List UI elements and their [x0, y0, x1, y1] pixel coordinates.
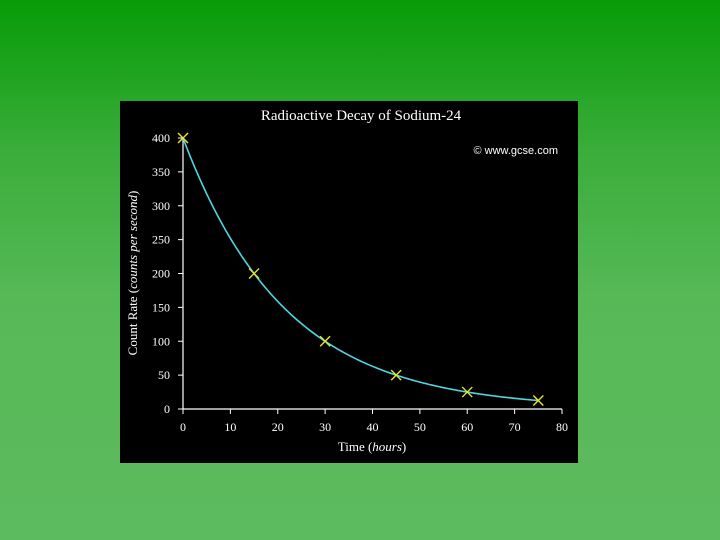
y-axis-label-end: )	[125, 191, 140, 195]
chart-title: Radioactive Decay of Sodium-24	[261, 108, 462, 124]
credit-text: © www.gcse.com	[473, 145, 558, 157]
x-tick-label: 60	[461, 420, 473, 434]
x-axis-label-end: )	[402, 439, 406, 454]
marker-stroke	[319, 335, 331, 347]
x-tick-label: 50	[414, 420, 426, 434]
x-tick-label: 0	[180, 420, 186, 434]
axes	[182, 138, 562, 410]
marker-stroke	[532, 395, 544, 407]
x-tick-label: 40	[367, 420, 379, 434]
x-axis-label-main: Time (	[338, 439, 373, 454]
data-point-marker	[319, 335, 331, 347]
y-tick-label: 0	[164, 402, 170, 416]
data-point-marker	[248, 268, 260, 279]
marker-stroke	[390, 369, 402, 381]
x-tick-label: 30	[319, 420, 331, 434]
marker-stroke	[177, 132, 189, 144]
y-tick-label: 100	[152, 334, 170, 348]
y-tick-label: 350	[152, 165, 170, 179]
y-axis-label-main: Count Rate (	[125, 289, 140, 355]
x-tick-label: 10	[224, 420, 236, 434]
decay-curve	[182, 137, 539, 402]
marker-stroke	[248, 268, 260, 279]
data-point-marker	[461, 386, 473, 398]
y-tick-label: 150	[152, 300, 170, 314]
x-ticks: 0 10 20 30 40 50 60 70 80	[180, 409, 568, 434]
x-tick-label: 20	[272, 420, 284, 434]
decay-chart: Radioactive Decay of Sodium-24 © www.gcs…	[125, 108, 568, 454]
y-ticks: 0 50 100 150 200 250 300 350 400	[152, 131, 183, 416]
data-markers	[177, 132, 544, 407]
y-axis-label-italic: counts per second	[125, 195, 140, 289]
y-axis-label: Count Rate (counts per second)	[125, 191, 140, 356]
y-tick-label: 50	[158, 368, 170, 382]
y-tick-label: 200	[152, 267, 170, 281]
x-tick-label: 70	[509, 420, 521, 434]
chart-panel: Radioactive Decay of Sodium-24 © www.gcs…	[120, 101, 578, 463]
data-point-marker	[177, 132, 189, 144]
y-tick-label: 300	[152, 199, 170, 213]
y-tick-label: 400	[152, 131, 170, 145]
y-tick-label: 250	[152, 233, 170, 247]
x-tick-label: 80	[556, 420, 568, 434]
data-point-marker	[532, 395, 544, 407]
marker-stroke	[461, 386, 473, 398]
x-axis-label-italic: hours	[372, 439, 402, 454]
data-point-marker	[390, 369, 402, 381]
x-axis-label: Time (hours)	[338, 439, 407, 454]
